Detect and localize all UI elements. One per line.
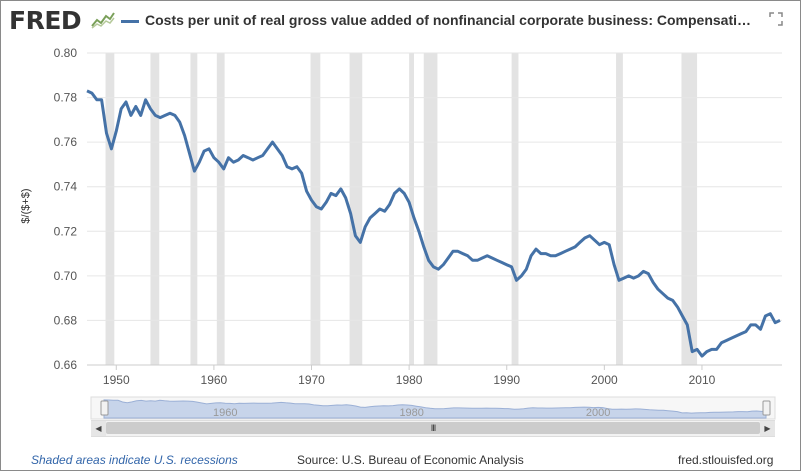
recession-bands [105,53,698,365]
scroll-thumb[interactable]: III [106,422,760,434]
tick-labels: 0.66 0.68 0.70 0.72 0.74 0.76 0.78 0.80 1950 1960… [54,46,716,387]
site-link[interactable]: fred.stlouisfed.org [678,453,774,467]
recession-band [310,53,321,365]
x-tick-label: 1950 [103,373,130,387]
x-tick-label: 1960 [201,373,228,387]
y-tick-label: 0.74 [54,180,78,194]
x-tick-label: 1990 [493,373,520,387]
series-line [86,89,781,358]
navigator-area [103,399,767,419]
recession-band [216,53,225,365]
recession-band [190,53,198,365]
navigator-label: 2000 [586,407,610,419]
y-tick-label: 0.70 [54,269,78,283]
series-layer [86,89,781,358]
recession-band [349,53,363,365]
y-tick-label: 0.76 [54,135,78,149]
y-tick-label: 0.78 [54,91,78,105]
x-tick-label: 2010 [689,373,716,387]
line-graph-icon [91,12,115,29]
navigator: 1960 1980 2000 [90,396,776,420]
source-text: Source: U.S. Bureau of Economic Analysis [297,453,524,467]
grid-lines [87,52,782,370]
recession-band [511,53,519,365]
scroll-left-arrow[interactable]: ◀ [91,421,106,436]
x-tick-label: 1980 [396,373,423,387]
y-tick-label: 0.80 [54,46,78,60]
recession-band [681,53,698,365]
recession-band [105,53,115,365]
navigator-left-handle[interactable] [100,400,109,416]
recession-note-link[interactable]: Shaded areas indicate U.S. recessions [31,453,238,467]
legend-swatch [121,20,139,23]
recession-band [423,53,438,365]
x-tick-label: 1970 [298,373,325,387]
y-tick-label: 0.68 [54,313,78,327]
line-chart: 0.66 0.68 0.70 0.72 0.74 0.76 0.78 0.80 1950 1960… [54,46,782,420]
navigator-label: 1960 [213,407,237,419]
recession-band [150,53,160,365]
fred-logo[interactable]: FRED [9,6,82,35]
navigator-label: 1980 [399,407,423,419]
chart-header: FRED Costs per unit of real gross value … [1,1,800,41]
scroll-right-arrow[interactable]: ▶ [760,421,775,436]
scrollbar[interactable]: ◀ III ▶ [91,420,775,437]
y-tick-label: 0.72 [54,224,78,238]
navigator-right-handle[interactable] [762,400,771,416]
x-tick-label: 2000 [591,373,618,387]
expand-icon[interactable] [769,12,783,26]
y-tick-label: 0.66 [54,358,78,372]
recession-band [616,53,623,365]
